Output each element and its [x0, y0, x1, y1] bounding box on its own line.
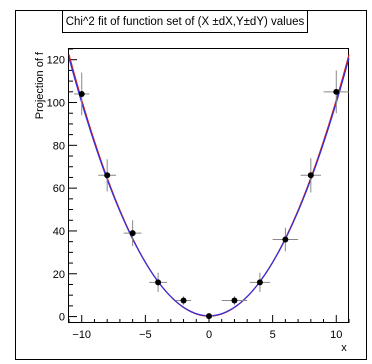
data-point [78, 90, 85, 97]
y-tick-label: 20 [53, 269, 65, 281]
x-tick-label: −10 [72, 329, 91, 341]
title-box [62, 10, 308, 33]
y-tick-label: 40 [53, 226, 65, 238]
y-axis-label: Projection of f [34, 51, 46, 119]
data-point [307, 172, 314, 179]
data-point [129, 230, 136, 237]
data-point [104, 172, 111, 179]
data-point [231, 297, 238, 304]
chart-title: Chi^2 fit of function set of (X ±dX,Y±dY… [66, 16, 305, 28]
data-point [256, 279, 263, 286]
y-tick-label: 80 [53, 140, 65, 152]
data-points [74, 70, 349, 320]
x-tick-label: 0 [206, 329, 212, 341]
y-tick-label: 0 [59, 312, 65, 324]
x-axis-label: x [341, 342, 347, 354]
x-tick-label: 5 [270, 329, 276, 341]
x-tick-label: 10 [330, 329, 342, 341]
x-axis-ticks: −10 −5 0 5 10 [68, 315, 350, 341]
y-tick-label: 120 [47, 55, 65, 67]
data-point [282, 236, 289, 243]
data-point [333, 88, 340, 95]
data-point [206, 313, 212, 320]
data-point [155, 279, 162, 286]
x-tick-label: −5 [139, 329, 152, 341]
y-tick-label: 100 [47, 98, 65, 110]
y-axis-ticks: 0 20 40 60 80 100 120 [47, 48, 77, 324]
data-point [180, 297, 187, 304]
y-tick-label: 60 [53, 183, 65, 195]
